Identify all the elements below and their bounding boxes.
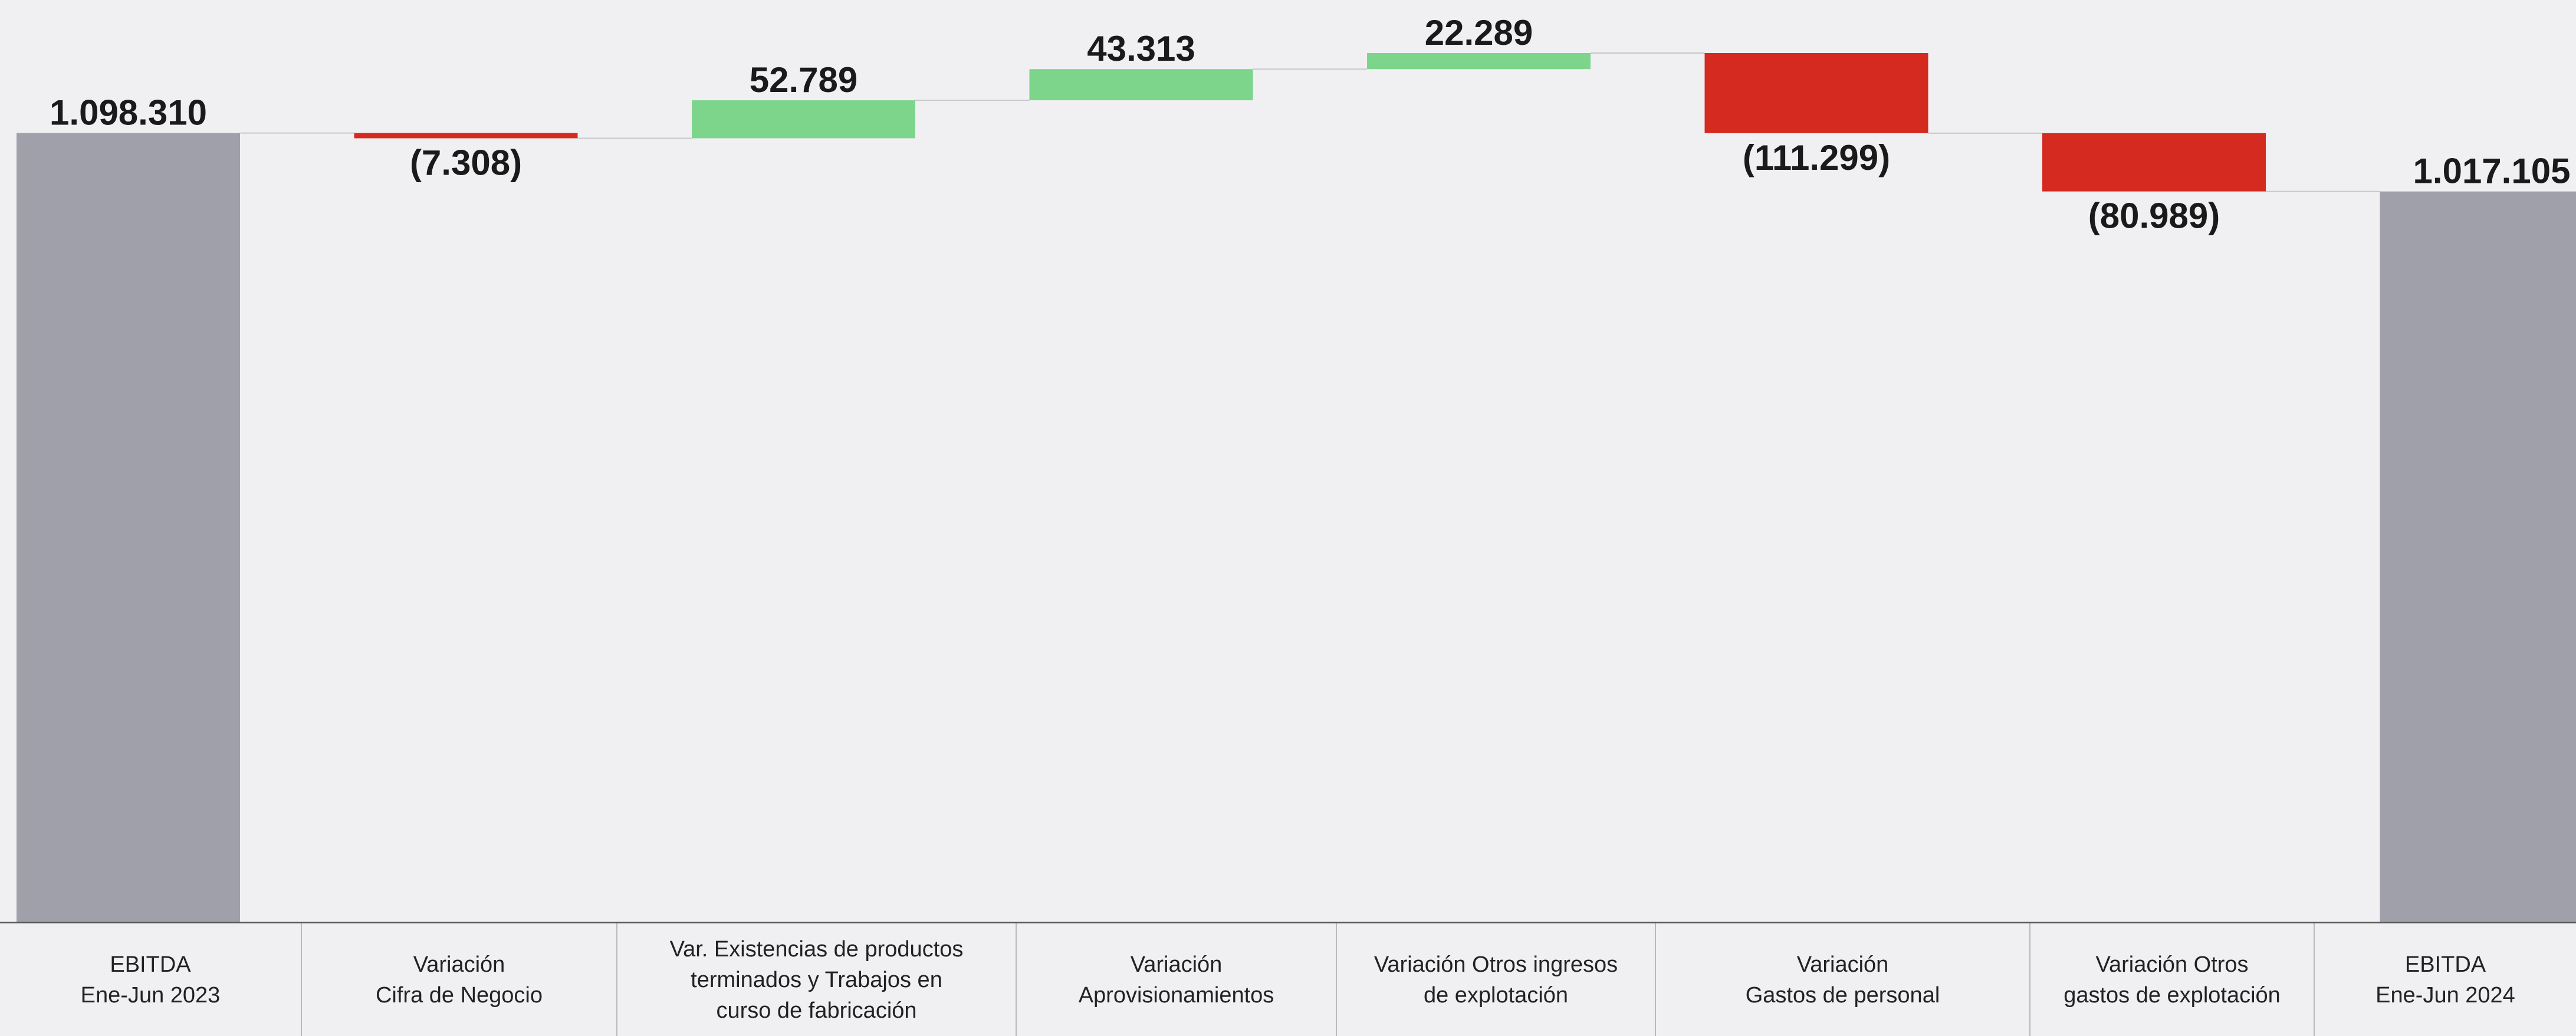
bar [2042, 133, 2266, 192]
category-label: EBITDA Ene-Jun 2023 [80, 952, 221, 1008]
value-label: 52.789 [750, 60, 858, 100]
bar [17, 133, 240, 923]
category-label: Variación Gastos de personal [1655, 923, 2029, 1036]
value-label: 1.098.310 [50, 93, 207, 133]
category-label: Variación Cifra de Negocio [301, 923, 616, 1036]
bar [692, 100, 915, 139]
category-label: Var. Existencias de productos terminados… [616, 923, 1016, 1036]
value-label: 43.313 [1087, 29, 1195, 68]
chart: 1.098.310 (7.308) 52.789 43.313 22.289 (111.2… [0, 13, 2576, 923]
category-row: EBITDA Ene-Jun 2023 Variación Cifra de Ne… [0, 923, 2576, 1036]
value-label: (80.989) [2088, 196, 2220, 236]
bar [1704, 53, 1928, 133]
value-label: 22.289 [1425, 13, 1533, 52]
bar [354, 133, 578, 139]
bar [1367, 53, 1591, 70]
category-label: Variación Aprovisionamientos [1016, 923, 1336, 1036]
bar [2380, 191, 2576, 923]
value-label: (7.308) [410, 143, 522, 182]
value-label: 1.017.105 [2413, 152, 2571, 191]
category-label: Variación Otros ingresos de explotación [1336, 923, 1655, 1036]
bar [1029, 69, 1253, 101]
category-label: EBITDA Ene-Jun 2024 [2314, 923, 2576, 1036]
category-label: Variación Otros gastos de explotación [2029, 923, 2314, 1036]
value-label: (111.299) [1743, 138, 1890, 177]
